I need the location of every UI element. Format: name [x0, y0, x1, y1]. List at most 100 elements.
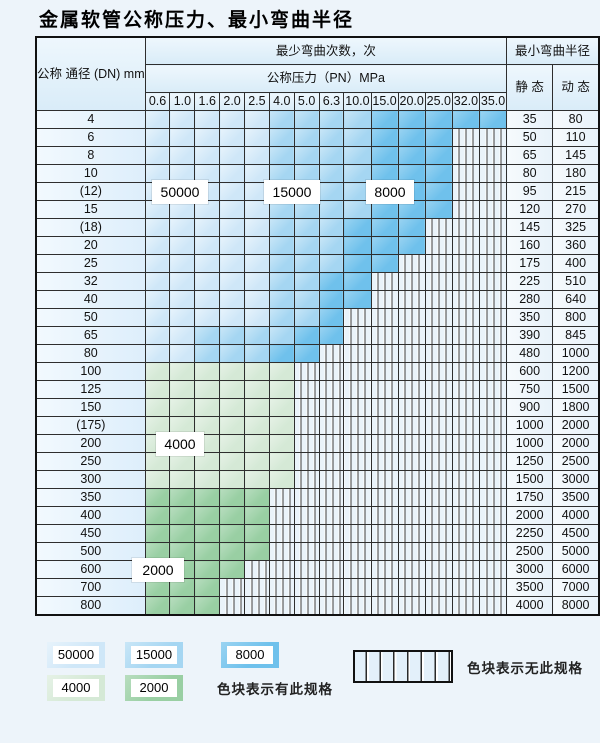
no-spec-cell [219, 578, 245, 597]
no-spec-cell [451, 272, 481, 291]
no-spec-cell [397, 506, 426, 525]
spec-cell-g2 [144, 596, 171, 616]
spec-cell-b1 [219, 236, 245, 255]
dynamic-radius-cell: 800 [552, 308, 600, 327]
spec-cell-g1 [169, 398, 196, 417]
legend-swatch-value: 15000 [131, 646, 177, 664]
no-spec-cell [424, 272, 453, 291]
spec-cell-g2 [169, 596, 196, 616]
spec-cell-b3 [318, 308, 345, 327]
spec-cell-g1 [244, 416, 270, 435]
spec-cell-g1 [268, 452, 295, 471]
dn-header: 公称 通径 (DN) mm [35, 36, 146, 111]
no-spec-cell [478, 308, 508, 327]
spec-cell-g2 [244, 524, 270, 543]
spec-cell-g1 [144, 380, 171, 399]
legend-swatch-8000: 8000 [221, 642, 279, 668]
pressure-col-header: 32.0 [451, 92, 481, 111]
spec-cell-b2 [268, 110, 295, 129]
spec-cell-g1 [219, 452, 245, 471]
dynamic-radius-cell: 80 [552, 110, 600, 129]
dynamic-radius-cell: 180 [552, 164, 600, 183]
dn-cell: 400 [35, 506, 146, 525]
spec-cell-b1 [194, 110, 221, 129]
spec-cell-b1 [219, 182, 245, 201]
dynamic-header: 动 态 [552, 64, 600, 111]
spec-cell-b2 [268, 290, 295, 309]
spec-cell-b1 [244, 218, 270, 237]
spec-cell-b1 [144, 344, 171, 363]
no-spec-cell [397, 290, 426, 309]
static-radius-cell: 225 [506, 272, 554, 291]
static-radius-cell: 65 [506, 146, 554, 165]
spec-cell-b1 [219, 110, 245, 129]
dynamic-radius-cell: 5000 [552, 542, 600, 561]
spec-cell-b1 [194, 182, 221, 201]
spec-cell-g1 [268, 434, 295, 453]
no-spec-cell [424, 254, 453, 273]
pressure-col-header: 15.0 [370, 92, 399, 111]
spec-cell-g1 [144, 398, 171, 417]
no-spec-cell [478, 596, 508, 616]
static-radius-cell: 2500 [506, 542, 554, 561]
spec-cell-b1 [144, 128, 171, 147]
spec-cell-b1 [144, 236, 171, 255]
spec-cell-b1 [144, 290, 171, 309]
spec-cell-b3 [478, 110, 508, 129]
spec-cell-b2 [343, 164, 372, 183]
spec-cell-g1 [144, 452, 171, 471]
pressure-col-header: 10.0 [343, 92, 372, 111]
spec-cell-b3 [397, 110, 426, 129]
spec-cell-g2 [219, 560, 245, 579]
table-row: 400 2000 4000 [35, 506, 600, 525]
no-spec-cell [293, 560, 320, 579]
no-spec-cell [478, 434, 508, 453]
spec-cell-b1 [144, 272, 171, 291]
no-spec-cell [343, 362, 372, 381]
spec-cell-g1 [219, 470, 245, 489]
dn-cell: (175) [35, 416, 146, 435]
no-spec-cell [318, 488, 345, 507]
no-spec-cell [268, 560, 295, 579]
spec-cell-b1 [169, 164, 196, 183]
pressure-col-header: 25.0 [424, 92, 453, 111]
dn-cell: 65 [35, 326, 146, 345]
no-spec-cell [318, 560, 345, 579]
spec-cell-b2 [318, 236, 345, 255]
no-spec-cell [478, 416, 508, 435]
spec-cell-b2 [293, 218, 320, 237]
dn-cell: 200 [35, 434, 146, 453]
no-spec-cell [318, 578, 345, 597]
spec-cell-b2 [293, 200, 320, 219]
dynamic-radius-cell: 6000 [552, 560, 600, 579]
no-spec-cell [478, 398, 508, 417]
no-spec-cell [451, 560, 481, 579]
dynamic-radius-cell: 325 [552, 218, 600, 237]
spec-cell-b3 [397, 146, 426, 165]
table-row: 100 600 1200 [35, 362, 600, 381]
no-spec-cell [424, 344, 453, 363]
legend-swatch-50000: 50000 [47, 642, 105, 668]
no-spec-cell [424, 290, 453, 309]
spec-cell-b3 [397, 236, 426, 255]
no-spec-cell [451, 326, 481, 345]
static-radius-cell: 80 [506, 164, 554, 183]
spec-cell-g1 [268, 362, 295, 381]
dynamic-radius-cell: 110 [552, 128, 600, 147]
no-spec-cell [478, 254, 508, 273]
spec-cell-b2 [318, 200, 345, 219]
no-spec-cell [397, 380, 426, 399]
spec-cell-b2 [318, 182, 345, 201]
table-row: 32 225 510 [35, 272, 600, 291]
pressure-col-header: 0.6 [144, 92, 171, 111]
no-spec-cell [478, 524, 508, 543]
spec-cell-b2 [268, 164, 295, 183]
no-spec-cell [397, 578, 426, 597]
spec-cell-g1 [194, 452, 221, 471]
spec-cell-g2 [144, 488, 171, 507]
spec-cell-g1 [194, 398, 221, 417]
no-spec-cell [244, 578, 270, 597]
dn-cell: (12) [35, 182, 146, 201]
spec-cell-b1 [144, 308, 171, 327]
